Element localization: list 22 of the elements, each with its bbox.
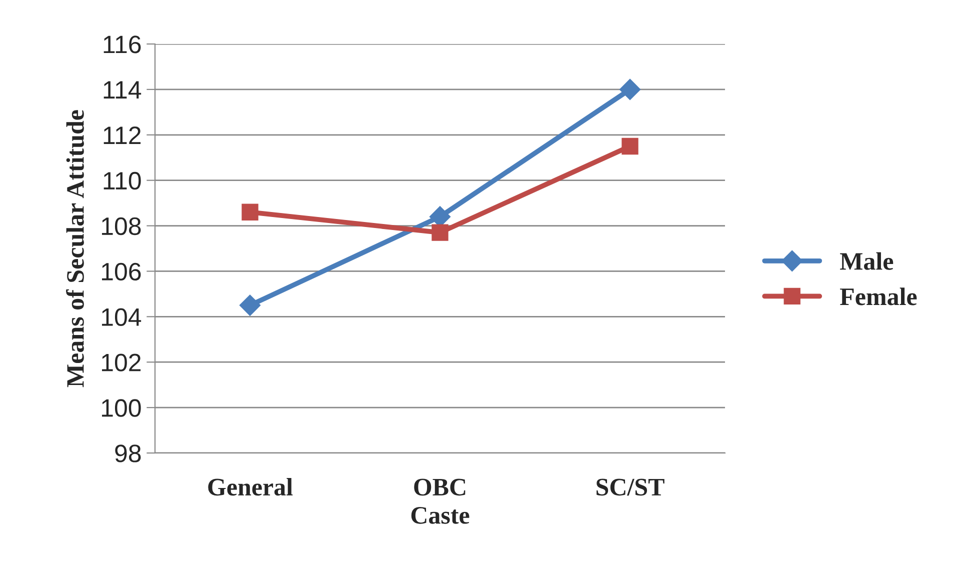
legend-label: Male: [840, 252, 894, 270]
y-tick-label: 116: [104, 36, 141, 54]
x-axis-title: Caste: [411, 507, 470, 524]
y-tick-label: 108: [102, 217, 141, 236]
x-tick-label: SC/ST: [596, 478, 664, 496]
y-tick-label: 110: [104, 172, 141, 190]
x-tick-label: General: [208, 478, 293, 496]
point: [622, 138, 638, 155]
y-tick-label: 100: [102, 399, 141, 417]
y-tick-label: 106: [102, 262, 141, 281]
point: [432, 224, 448, 241]
y-tick-label: 112: [104, 126, 141, 144]
point: [619, 78, 641, 100]
x-tick-label: OBC: [414, 478, 466, 496]
point: [239, 294, 261, 316]
y-axis-title: Means of Secular Attitude: [66, 110, 84, 388]
y-tick-label: 114: [104, 81, 142, 99]
point: [242, 204, 258, 220]
y-tick-label: 98: [115, 444, 141, 462]
legend-label: Female: [840, 288, 917, 306]
y-tick-label: 104: [102, 308, 142, 326]
y-tick-label: 102: [102, 354, 141, 372]
